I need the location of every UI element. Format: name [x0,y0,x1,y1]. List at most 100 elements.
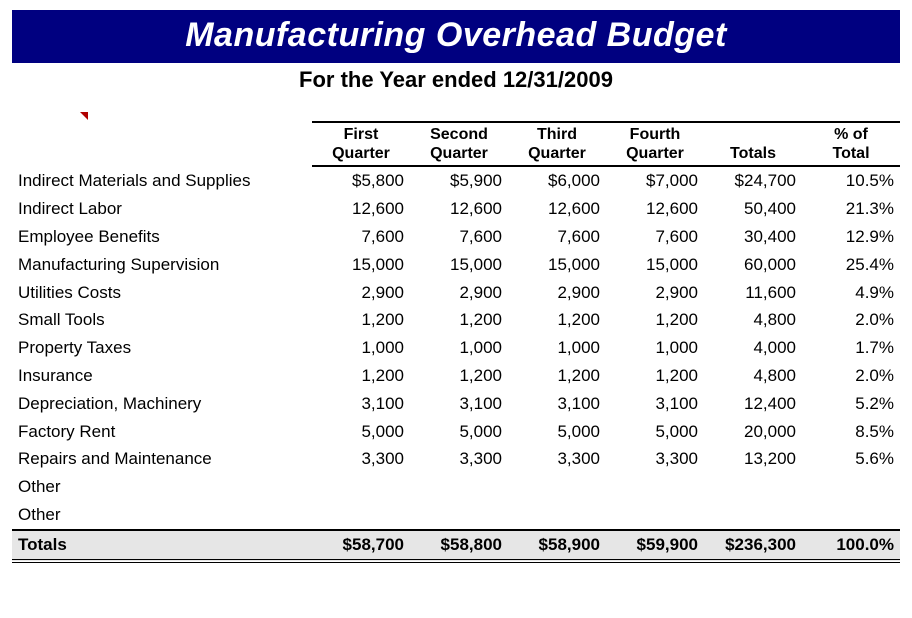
row-q2: 3,100 [410,390,508,418]
row-label: Factory Rent [12,418,312,446]
row-q3: 3,300 [508,445,606,473]
row-q2: 1,200 [410,306,508,334]
comment-marker-icon [80,112,88,120]
totals-pct: 100.0% [802,530,900,561]
row-total: 50,400 [704,195,802,223]
row-total: 11,600 [704,279,802,307]
row-q4: 5,000 [606,418,704,446]
row-q2: 1,000 [410,334,508,362]
row-q2: 2,900 [410,279,508,307]
totals-total: $236,300 [704,530,802,561]
table-header: First Quarter Second Quarter Third Quart… [12,122,900,166]
col-header-q2-line2: Quarter [430,145,488,162]
table-row: Depreciation, Machinery3,1003,1003,1003,… [12,390,900,418]
row-q1 [312,501,410,530]
row-total [704,473,802,501]
table-row: Indirect Materials and Supplies$5,800$5,… [12,166,900,195]
row-q2 [410,501,508,530]
row-q3 [508,473,606,501]
row-q4 [606,501,704,530]
table-row: Factory Rent5,0005,0005,0005,00020,0008.… [12,418,900,446]
row-pct: 5.6% [802,445,900,473]
row-q1: 1,200 [312,306,410,334]
col-header-q1-line2: Quarter [332,145,390,162]
totals-label: Totals [12,530,312,561]
row-pct: 4.9% [802,279,900,307]
row-q1: 1,200 [312,362,410,390]
row-label: Insurance [12,362,312,390]
row-q1: 2,900 [312,279,410,307]
row-q2: 15,000 [410,251,508,279]
col-header-pct-line1: % of [834,126,868,143]
row-label: Property Taxes [12,334,312,362]
row-q2: 7,600 [410,223,508,251]
table-row: Employee Benefits7,6007,6007,6007,60030,… [12,223,900,251]
row-q4: 1,200 [606,362,704,390]
row-q3: 1,200 [508,306,606,334]
table-row: Other [12,473,900,501]
row-label: Small Tools [12,306,312,334]
totals-q3: $58,900 [508,530,606,561]
row-q3: 12,600 [508,195,606,223]
row-q3 [508,501,606,530]
row-total: 4,800 [704,362,802,390]
row-q4: 3,300 [606,445,704,473]
row-pct: 2.0% [802,306,900,334]
col-header-q3-line2: Quarter [528,145,586,162]
row-q1: $5,800 [312,166,410,195]
row-q1: 3,100 [312,390,410,418]
row-pct: 25.4% [802,251,900,279]
row-total: $24,700 [704,166,802,195]
page: Manufacturing Overhead Budget For the Ye… [0,0,912,618]
row-label: Depreciation, Machinery [12,390,312,418]
row-label: Other [12,473,312,501]
row-q3: 7,600 [508,223,606,251]
table-body: Indirect Materials and Supplies$5,800$5,… [12,166,900,529]
row-pct: 10.5% [802,166,900,195]
row-total: 12,400 [704,390,802,418]
col-header-q2: Second Quarter [410,122,508,166]
totals-q4: $59,900 [606,530,704,561]
table-row: Insurance1,2001,2001,2001,2004,8002.0% [12,362,900,390]
row-q2: 5,000 [410,418,508,446]
row-q4: 12,600 [606,195,704,223]
row-total: 20,000 [704,418,802,446]
row-q4: 15,000 [606,251,704,279]
table-row: Small Tools1,2001,2001,2001,2004,8002.0% [12,306,900,334]
page-title: Manufacturing Overhead Budget [185,16,727,54]
row-q3: 5,000 [508,418,606,446]
row-total [704,501,802,530]
row-total: 60,000 [704,251,802,279]
table-row: Indirect Labor12,60012,60012,60012,60050… [12,195,900,223]
col-header-q3-line1: Third [537,126,577,143]
row-q1: 7,600 [312,223,410,251]
row-q2: 3,300 [410,445,508,473]
row-pct: 1.7% [802,334,900,362]
row-label: Other [12,501,312,530]
col-header-q1-line1: First [344,126,379,143]
row-pct: 8.5% [802,418,900,446]
totals-q2: $58,800 [410,530,508,561]
row-q2: $5,900 [410,166,508,195]
row-q4: 7,600 [606,223,704,251]
row-total: 30,400 [704,223,802,251]
row-label: Indirect Materials and Supplies [12,166,312,195]
row-q3: 15,000 [508,251,606,279]
col-header-q4: Fourth Quarter [606,122,704,166]
row-pct [802,501,900,530]
col-header-blank [12,122,312,166]
row-q3: 1,200 [508,362,606,390]
page-title-bar: Manufacturing Overhead Budget [12,10,900,63]
col-header-totals-text: Totals [730,145,776,162]
row-q3: $6,000 [508,166,606,195]
row-q3: 2,900 [508,279,606,307]
row-pct: 2.0% [802,362,900,390]
row-pct: 12.9% [802,223,900,251]
row-q1: 15,000 [312,251,410,279]
row-label: Employee Benefits [12,223,312,251]
row-pct: 21.3% [802,195,900,223]
table-row: Other [12,501,900,530]
row-q1: 12,600 [312,195,410,223]
row-label: Repairs and Maintenance [12,445,312,473]
row-q4: 2,900 [606,279,704,307]
